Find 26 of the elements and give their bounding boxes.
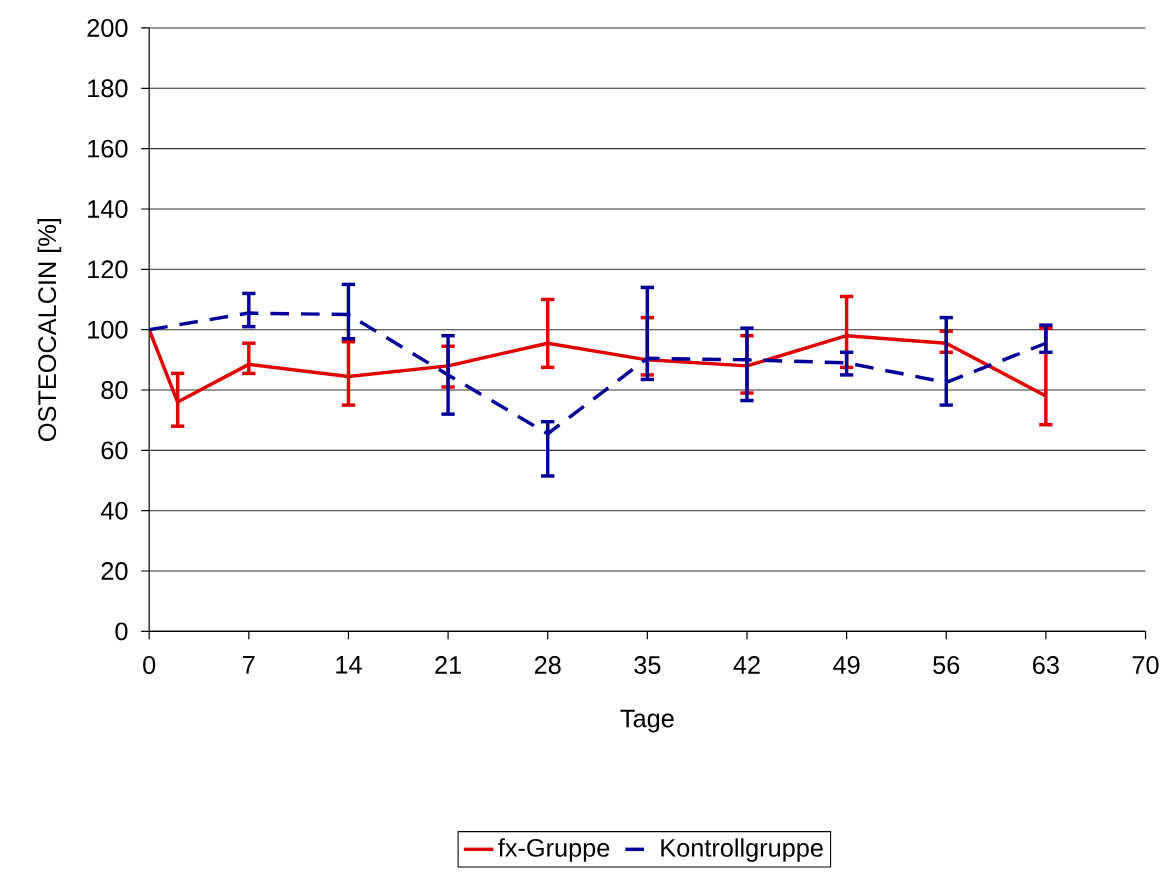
y-tick-label: 60 [101,441,128,460]
y-tick-label: 20 [101,562,128,580]
y-tick-label: 100 [88,320,128,339]
x-tick-label: 49 [833,656,860,674]
x-tick-label: 21 [435,656,461,674]
x-tick-label: 63 [1033,656,1059,674]
y-tick-label: 80 [101,381,128,399]
x-tick-label: 0 [143,656,156,674]
y-tick-label: 0 [115,622,128,641]
y-tick-label: 180 [88,79,128,98]
x-tick-label: 56 [933,656,960,674]
x-tick-label: 35 [634,656,661,674]
y-tick-label: 200 [87,18,128,37]
y-tick-label: 40 [100,501,128,520]
x-tick-label: 28 [534,656,561,674]
x-axis-title: Tage [620,709,674,733]
y-tick-label: 140 [88,199,128,218]
x-tick-label: 14 [336,656,362,674]
y-axis-title: OSTEOCALCIN [%] [37,218,62,441]
legend-label: Kontrollgruppe [661,838,823,862]
y-tick-label: 120 [88,260,128,279]
x-tick-label: 7 [243,656,255,674]
x-tick-label: 42 [733,656,760,674]
legend-label: fx-Gruppe [498,838,610,862]
x-tick-label: 70 [1132,656,1159,674]
y-tick-label: 160 [88,139,128,158]
